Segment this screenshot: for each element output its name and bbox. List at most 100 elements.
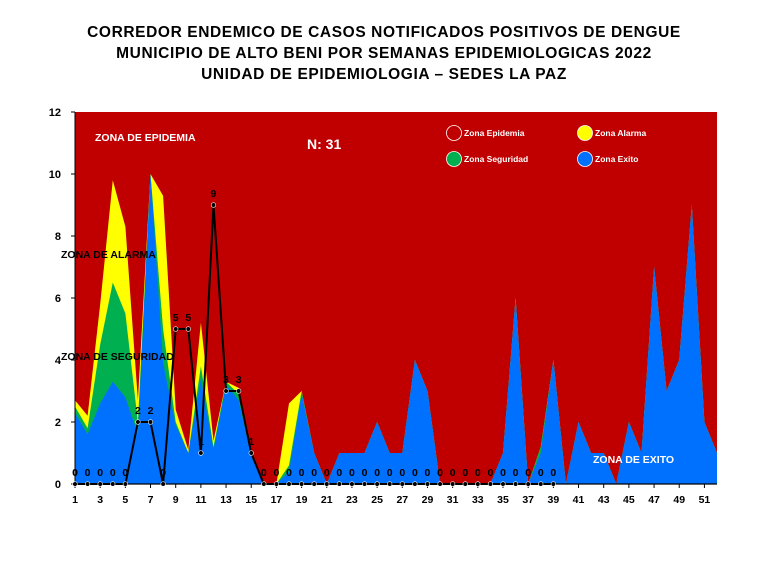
x-tick-label: 51 — [699, 494, 711, 506]
zone-label-exito: ZONA DE EXITO — [593, 454, 674, 466]
case-point — [512, 481, 519, 487]
case-data-label: 0 — [387, 467, 393, 479]
x-tick-label: 9 — [173, 494, 179, 506]
legend-label: Zona Seguridad — [464, 154, 528, 164]
case-point — [72, 481, 78, 487]
chart-title: CORREDOR ENDEMICO DE CASOS NOTIFICADOS P… — [0, 22, 768, 85]
case-point — [147, 419, 154, 425]
case-point — [286, 481, 292, 487]
case-point — [538, 481, 544, 487]
case-data-label: 0 — [324, 467, 330, 479]
legend-label: Zona Epidemia — [464, 128, 525, 138]
case-point — [110, 481, 116, 487]
plot-area — [75, 112, 717, 484]
case-data-label: 9 — [211, 188, 217, 200]
chart-title-line-2: MUNICIPIO DE ALTO BENI POR SEMANAS EPIDE… — [116, 45, 652, 62]
y-tick-label: 6 — [55, 293, 61, 305]
case-data-label: 0 — [72, 467, 78, 479]
case-point — [160, 481, 166, 487]
x-tick-label: 27 — [396, 494, 408, 506]
x-tick-label: 25 — [371, 494, 383, 506]
case-data-label: 3 — [223, 374, 229, 386]
case-point — [173, 326, 179, 332]
case-data-label: 0 — [110, 467, 116, 479]
case-point — [500, 481, 506, 487]
case-data-label: 0 — [437, 467, 443, 479]
chart-title-line-1: CORREDOR ENDEMICO DE CASOS NOTIFICADOS P… — [87, 24, 681, 41]
case-point — [412, 481, 418, 487]
case-point — [424, 481, 431, 487]
y-tick-label: 12 — [49, 107, 61, 119]
case-point — [374, 481, 380, 487]
legend-marker — [577, 151, 593, 167]
case-data-label: 2 — [148, 405, 154, 417]
y-tick-label: 10 — [49, 169, 61, 181]
case-point — [210, 202, 217, 208]
case-point — [450, 481, 456, 487]
x-tick-label: 15 — [245, 494, 257, 506]
zone-epidemia-area — [75, 112, 717, 484]
case-data-label: 0 — [362, 467, 368, 479]
x-tick-label: 31 — [447, 494, 459, 506]
case-point — [349, 481, 355, 487]
case-data-label: 0 — [349, 467, 355, 479]
x-tick-label: 45 — [623, 494, 635, 506]
x-tick-label: 39 — [548, 494, 560, 506]
x-tick-label: 23 — [346, 494, 358, 506]
zone-labels: ZONA DE EPIDEMIA ZONA DE ALARMA ZONA DE … — [61, 132, 674, 466]
case-point — [198, 450, 204, 456]
case-point — [135, 419, 141, 425]
legend-label: Zona Alarma — [595, 128, 646, 138]
case-data-label: 0 — [550, 467, 556, 479]
case-point — [361, 481, 368, 487]
case-data-label: 0 — [462, 467, 468, 479]
case-data-label: 0 — [513, 467, 519, 479]
case-data-label: 0 — [273, 467, 279, 479]
x-tick-label: 37 — [522, 494, 534, 506]
case-point — [487, 481, 494, 487]
legend: Zona Epidemia Zona Alarma Zona Seguridad Zo… — [446, 125, 646, 167]
case-data-label: 0 — [160, 467, 166, 479]
case-data-label: 0 — [261, 467, 267, 479]
x-tick-label: 29 — [422, 494, 434, 506]
case-data-label: 0 — [475, 467, 481, 479]
case-point — [525, 481, 531, 487]
case-data-label: 3 — [236, 374, 242, 386]
zone-label-epidemia: ZONA DE EPIDEMIA — [95, 132, 196, 144]
x-tick-label: 41 — [573, 494, 585, 506]
x-tick-label: 3 — [97, 494, 103, 506]
case-count-annotation: N: 31 — [307, 136, 341, 152]
case-data-label: 2 — [135, 405, 141, 417]
case-point — [324, 481, 330, 487]
chart-title-line-3: UNIDAD DE EPIDEMIOLOGIA – SEDES LA PAZ — [201, 66, 567, 83]
y-tick-label: 0 — [55, 479, 61, 491]
case-point — [84, 481, 91, 487]
case-data-label: 0 — [487, 467, 493, 479]
x-tick-label: 19 — [296, 494, 308, 506]
x-tick-label: 7 — [148, 494, 154, 506]
case-point — [223, 388, 229, 394]
case-data-label: 0 — [85, 467, 91, 479]
case-data-label: 0 — [399, 467, 405, 479]
case-data-label: 5 — [185, 312, 191, 324]
case-point — [437, 481, 443, 487]
case-data-label: 0 — [122, 467, 128, 479]
case-data-label: 1 — [248, 436, 254, 448]
x-tick-label: 43 — [598, 494, 610, 506]
case-data-label: 0 — [374, 467, 380, 479]
case-point — [236, 388, 242, 394]
case-data-label: 5 — [173, 312, 179, 324]
zone-label-alarma: ZONA DE ALARMA — [61, 249, 156, 261]
legend-marker — [446, 151, 462, 167]
case-data-label: 0 — [299, 467, 305, 479]
case-data-label: 0 — [538, 467, 544, 479]
x-tick-label: 21 — [321, 494, 333, 506]
x-tick-label: 33 — [472, 494, 484, 506]
case-point — [298, 481, 305, 487]
case-point — [550, 481, 556, 487]
legend-label: Zona Exito — [595, 154, 638, 164]
x-tick-label: 1 — [72, 494, 78, 506]
